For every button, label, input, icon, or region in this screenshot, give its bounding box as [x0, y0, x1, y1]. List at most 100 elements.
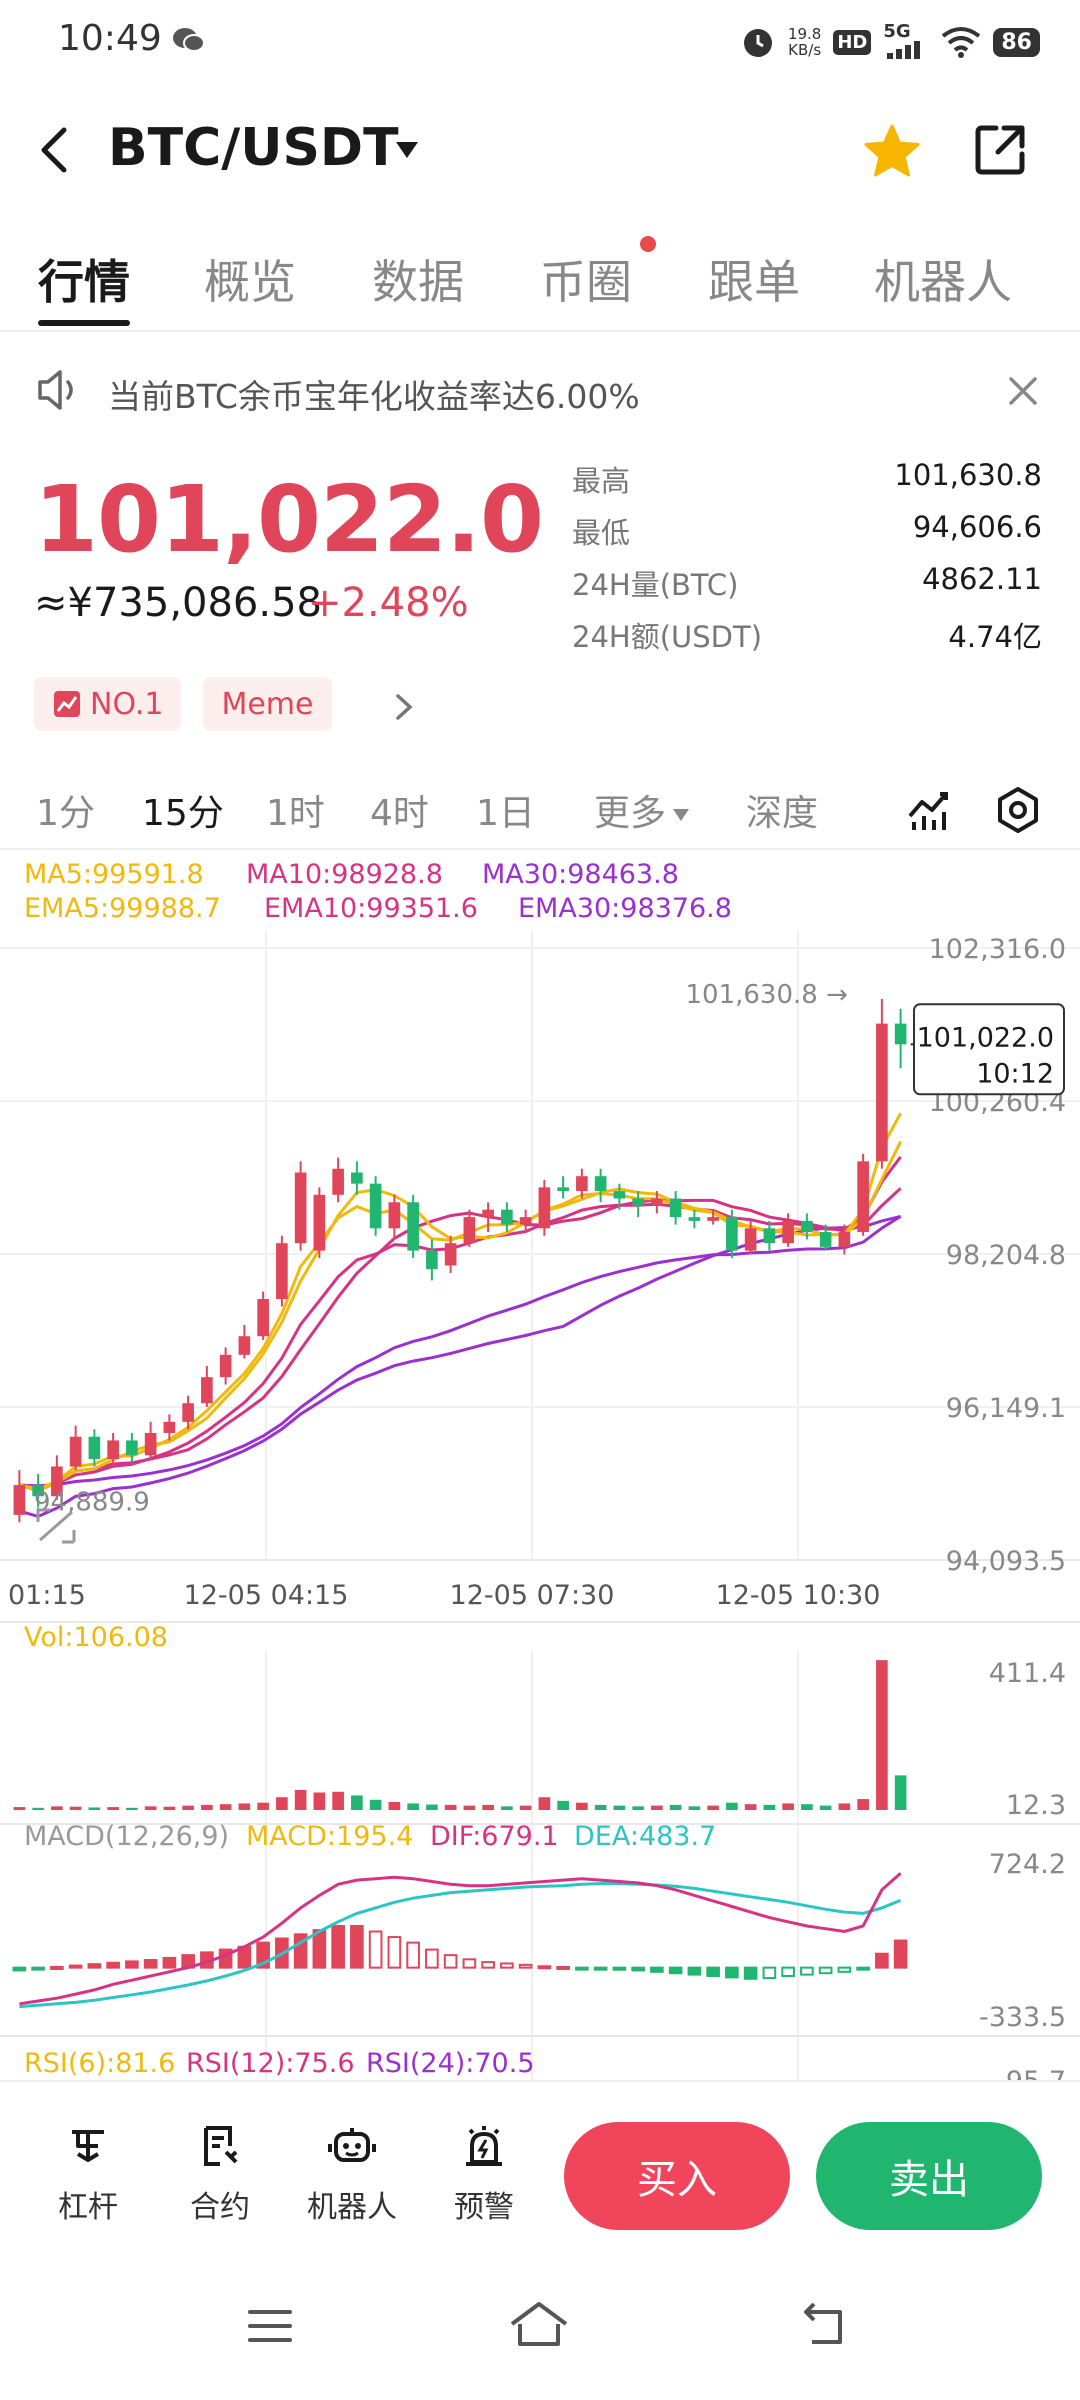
rsi6-label: RSI(6):81.6 — [24, 2048, 175, 2079]
candle-body — [557, 1187, 569, 1192]
volume-bar — [651, 1805, 663, 1810]
candle-body — [294, 1172, 307, 1244]
candle-body — [613, 1191, 626, 1199]
back-arrow-icon[interactable] — [34, 124, 74, 176]
volume-bar — [838, 1803, 851, 1810]
wechat-icon — [173, 28, 205, 52]
macd-histogram-bar — [818, 1966, 833, 1975]
volume-bar — [801, 1804, 813, 1810]
macd-histogram-bar — [387, 1936, 402, 1969]
back-icon[interactable] — [798, 2302, 848, 2348]
volume-bar — [276, 1797, 288, 1810]
macd-histogram-bar — [893, 1939, 908, 1969]
volume-bar — [576, 1802, 588, 1810]
chart-canvas[interactable]: 102,316.0100,260.498,204.896,149.194,093… — [0, 852, 1080, 2080]
volume-bar — [144, 1806, 157, 1810]
volume-bar — [107, 1807, 119, 1810]
caret-down-icon[interactable] — [394, 140, 420, 160]
settings-icon[interactable] — [994, 786, 1042, 834]
macd-histogram-bar — [425, 1948, 439, 1969]
tf-15m[interactable]: 15分 — [142, 793, 224, 834]
volume-bar — [613, 1805, 626, 1810]
favorite-star-icon[interactable] — [862, 122, 922, 182]
macd-histogram-bar — [537, 1965, 552, 1970]
candle-body — [69, 1436, 82, 1467]
candle-body — [651, 1198, 663, 1206]
candle-body — [388, 1202, 401, 1229]
candle-body — [332, 1168, 344, 1195]
tab-copy-trading[interactable]: 跟单 — [708, 255, 800, 309]
tab-community[interactable]: 币圈 — [540, 255, 632, 309]
wifi-icon — [942, 27, 981, 58]
tf-1h[interactable]: 1时 — [266, 793, 325, 834]
candle-body — [407, 1202, 419, 1251]
macd-histogram-bar — [462, 1958, 477, 1969]
buy-button[interactable]: 买入 — [564, 2122, 790, 2230]
tf-more[interactable]: 更多 — [594, 784, 690, 836]
last-price: 101,022.0 — [34, 466, 544, 573]
tab-data[interactable]: 数据 — [372, 255, 464, 309]
volume-bar — [388, 1801, 401, 1810]
volume-bar — [294, 1789, 307, 1810]
candle-body — [201, 1377, 213, 1404]
candle-body — [482, 1209, 494, 1218]
macd-histogram-bar — [762, 1966, 777, 1980]
macd-histogram-bar — [443, 1954, 458, 1969]
tf-4h[interactable]: 4时 — [370, 793, 429, 834]
ema10-line — [19, 1156, 902, 1489]
volume-bar — [744, 1804, 757, 1810]
candle-body — [369, 1183, 382, 1229]
close-icon[interactable] — [1006, 374, 1040, 408]
bot-button[interactable]: 机器人 — [292, 2122, 412, 2226]
notice-banner[interactable]: 当前BTC余币宝年化收益率达6.00% — [0, 350, 1080, 430]
stat-volume: 24H量(BTC) 4862.11 — [572, 562, 1042, 602]
current-price-label: 101,022.0 — [917, 1022, 1054, 1053]
stat-turnover: 24H额(USDT) 4.74亿 — [572, 620, 1042, 654]
macd-histogram-bar — [575, 1966, 589, 1971]
share-icon[interactable] — [972, 122, 1028, 178]
candle-body — [669, 1198, 682, 1218]
chevron-right-icon[interactable] — [394, 692, 414, 722]
high-marker: 101,630.8 → — [686, 980, 848, 1010]
volume-bar — [69, 1806, 82, 1810]
home-icon[interactable] — [508, 2300, 570, 2350]
meme-badge[interactable]: Meme — [203, 677, 332, 731]
candle-body — [763, 1228, 776, 1244]
tf-depth[interactable]: 深度 — [746, 793, 819, 834]
volume-bar — [819, 1805, 832, 1810]
tab-overview[interactable]: 概览 — [204, 255, 296, 309]
volume-bar — [482, 1804, 494, 1810]
candle-body — [163, 1421, 176, 1433]
tf-1d[interactable]: 1日 — [476, 793, 535, 834]
rank-badge[interactable]: NO.1 — [34, 677, 182, 731]
trend-chart-icon — [54, 691, 80, 717]
volume-tick-label: 411.4 — [989, 1658, 1066, 1689]
tab-market[interactable]: 行情 — [38, 255, 130, 309]
macd-histogram-bar — [706, 1966, 720, 1977]
volume-bar — [501, 1806, 513, 1810]
tf-1m[interactable]: 1分 — [36, 793, 95, 834]
indicator-icon[interactable] — [906, 786, 954, 832]
kline-chart[interactable]: MA5:99591.8 MA10:98928.8 MA30:98463.8 EM… — [0, 852, 1080, 2080]
time-tick-label: 12-05 04:15 — [184, 1580, 349, 1611]
volume-bar — [444, 1804, 457, 1810]
macd-histogram-bar — [125, 1960, 139, 1969]
price-tick-label: 102,316.0 — [929, 934, 1066, 965]
volume-label: Vol:106.08 — [24, 1622, 168, 1653]
macd-histogram-bar — [500, 1962, 514, 1969]
volume-bar — [857, 1799, 869, 1810]
menu-icon[interactable] — [246, 2306, 294, 2346]
sell-button[interactable]: 卖出 — [816, 2122, 1042, 2230]
leverage-button[interactable]: 杠杆 — [28, 2122, 148, 2226]
alert-button[interactable]: 预警 — [424, 2122, 544, 2226]
macd-histogram-bar — [12, 1966, 27, 1972]
contract-button[interactable]: 合约 — [160, 2122, 280, 2226]
volume-bar — [313, 1792, 326, 1810]
tab-bot[interactable]: 机器人 — [874, 255, 1012, 309]
candle-body — [182, 1403, 194, 1422]
volume-bar — [201, 1804, 213, 1810]
dif-line — [19, 1872, 902, 2006]
macd-histogram-bar — [837, 1966, 852, 1973]
macd-tick-label: -333.5 — [979, 2002, 1066, 2033]
pair-selector[interactable]: BTC/USDT — [108, 118, 399, 178]
